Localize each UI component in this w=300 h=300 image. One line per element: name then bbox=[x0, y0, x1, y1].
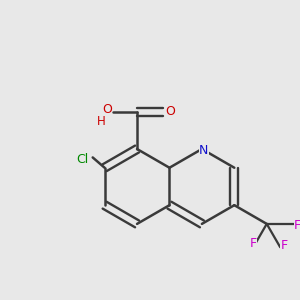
Text: F: F bbox=[280, 239, 288, 252]
Text: H: H bbox=[97, 115, 105, 128]
Text: O: O bbox=[165, 105, 175, 118]
Text: O: O bbox=[102, 103, 112, 116]
Text: F: F bbox=[250, 237, 257, 250]
Text: Cl: Cl bbox=[77, 153, 89, 166]
Text: N: N bbox=[199, 145, 208, 158]
Text: F: F bbox=[294, 219, 300, 232]
